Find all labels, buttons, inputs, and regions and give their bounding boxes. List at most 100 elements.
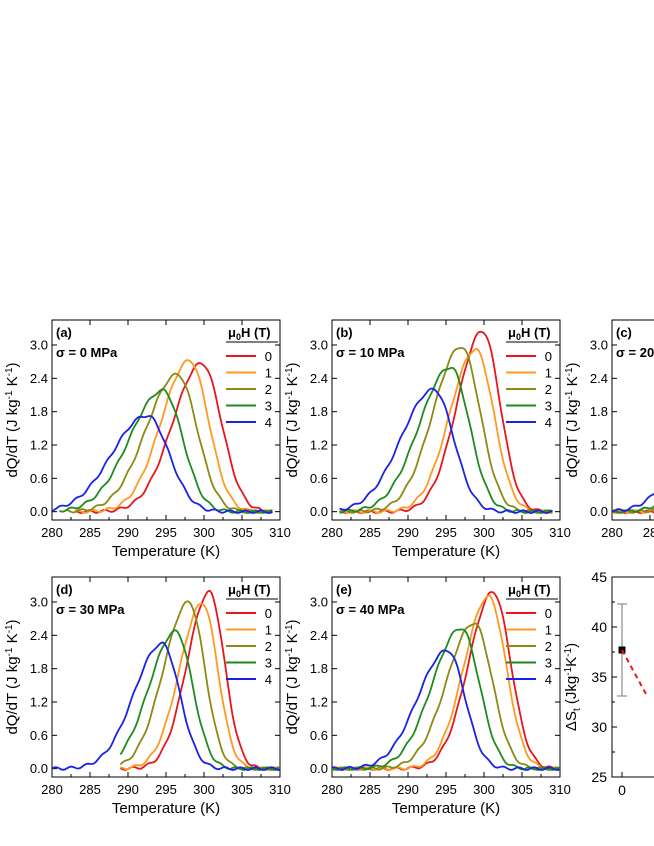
x-tick-label: 310	[549, 525, 571, 540]
legend-title: μ0H (T)	[508, 582, 551, 599]
plot-frame	[611, 319, 654, 521]
series-line-0	[339, 330, 553, 514]
series-line-4	[52, 415, 273, 515]
x-tick-label: 290	[397, 782, 419, 797]
y-tick-label: 1.2	[30, 695, 48, 710]
chart-panel-f: 25 30 35 40 45 0 ΔSt (Jkg-1K-1)	[563, 569, 654, 798]
y-axis-title: dQ/dT (J kg-1 K-1)	[564, 362, 581, 477]
legend-entry: 4	[265, 415, 272, 430]
legend-title: μ0H (T)	[228, 325, 271, 342]
panel-label: (d)	[56, 582, 73, 597]
curves	[332, 590, 560, 771]
series-line-2	[119, 600, 280, 772]
legend-entry: 3	[265, 399, 272, 414]
y-axis-title: dQ/dT (J kg-1 K-1)	[4, 362, 21, 477]
stress-label: σ = 0 MPa	[56, 345, 118, 360]
y-tick-label: 0.0	[310, 761, 328, 776]
x-tick-label: 310	[549, 782, 571, 797]
y-tick-label: 25	[591, 769, 607, 785]
x-tick-label: 0	[618, 782, 626, 798]
x-tick-label: 280	[41, 782, 63, 797]
fit-line	[621, 649, 647, 695]
y-tick-label: 0.6	[310, 471, 328, 486]
series-line-0	[612, 509, 654, 515]
y-axis-title: dQ/dT (J kg-1 K-1)	[284, 362, 301, 477]
legend-entry: 0	[265, 606, 272, 621]
stress-label: σ = 10 MPa	[336, 345, 405, 360]
series-line-4	[52, 641, 280, 771]
y-tick-label: 2.4	[30, 628, 48, 643]
legend-title: μ0H (T)	[508, 325, 551, 342]
y-tick-label: 3.0	[30, 338, 48, 353]
x-tick-label: 28	[643, 525, 654, 540]
stress-label: σ = 30 MPa	[56, 602, 125, 617]
x-tick-label: 285	[359, 525, 381, 540]
y-tick-label: 0.6	[310, 728, 328, 743]
y-tick-label: 0.6	[30, 728, 48, 743]
y-tick-label: 1.2	[310, 695, 328, 710]
curves	[339, 330, 553, 515]
y-tick-label: 2.4	[30, 371, 48, 386]
panel-label: (c)	[616, 325, 632, 340]
x-tick-label: 295	[155, 525, 177, 540]
x-tick-label: 300	[193, 782, 215, 797]
panel-label: (e)	[336, 582, 352, 597]
x-tick-label: 305	[231, 782, 253, 797]
series-line-3	[332, 628, 560, 771]
x-tick-label: 295	[155, 782, 177, 797]
y-tick-label: 0.6	[590, 471, 608, 486]
y-tick-label: 1.2	[30, 438, 48, 453]
x-tick-label: 285	[79, 782, 101, 797]
legend-entry: 0	[545, 606, 552, 621]
legend-entry: 2	[545, 639, 552, 654]
x-tick-label: 280	[321, 525, 343, 540]
legend-entry: 4	[545, 672, 552, 687]
y-tick-label: 3.0	[30, 595, 48, 610]
y-axis-title: dQ/dT (J kg-1 K-1)	[4, 619, 21, 734]
series-line-1	[120, 602, 280, 771]
legend-entry: 2	[265, 639, 272, 654]
legend-entry: 4	[545, 415, 552, 430]
y-tick-label: 1.8	[30, 404, 48, 419]
y-tick-label: 2.4	[590, 371, 608, 386]
y-tick-label: 1.8	[590, 404, 608, 419]
curves	[612, 492, 654, 515]
series-line-0	[74, 362, 273, 514]
x-tick-label: 285	[79, 525, 101, 540]
legend-entry: 3	[265, 656, 272, 671]
legend-entry: 2	[265, 382, 272, 397]
x-tick-label: 285	[359, 782, 381, 797]
stress-label: σ = 40 MPa	[336, 602, 405, 617]
stress-label: σ = 20	[616, 345, 654, 360]
x-axis-title: Temperature (K)	[392, 543, 500, 560]
curves	[52, 589, 280, 772]
x-tick-label: 300	[473, 525, 495, 540]
y-tick-label: 3.0	[590, 338, 608, 353]
y-tick-label: 2.4	[310, 371, 328, 386]
y-tick-label: 3.0	[310, 338, 328, 353]
legend-entry: 4	[265, 672, 272, 687]
panel-label: (b)	[336, 325, 353, 340]
y-tick-label: 1.8	[310, 661, 328, 676]
chart-panel-c: 0.0 0.6 1.2 1.8 2.4 3.0 280 28 (c) σ = 20 dQ/dT (J…	[564, 319, 654, 540]
legend-entry: 3	[545, 656, 552, 671]
x-tick-label: 305	[231, 525, 253, 540]
series-line-3	[119, 629, 280, 772]
x-tick-label: 300	[193, 525, 215, 540]
y-tick-label: 3.0	[310, 595, 328, 610]
legend-entry: 2	[545, 382, 552, 397]
y-tick-label: 40	[591, 619, 607, 635]
legend-entry: 0	[545, 349, 552, 364]
series-line-4	[332, 649, 560, 771]
y-tick-label: 0.6	[30, 471, 48, 486]
x-tick-label: 280	[41, 525, 63, 540]
x-tick-label: 290	[117, 782, 139, 797]
y-tick-label: 0.0	[310, 504, 328, 519]
series-line-3	[612, 505, 654, 514]
y-tick-label: 1.8	[30, 661, 48, 676]
series-line-2	[612, 508, 654, 514]
